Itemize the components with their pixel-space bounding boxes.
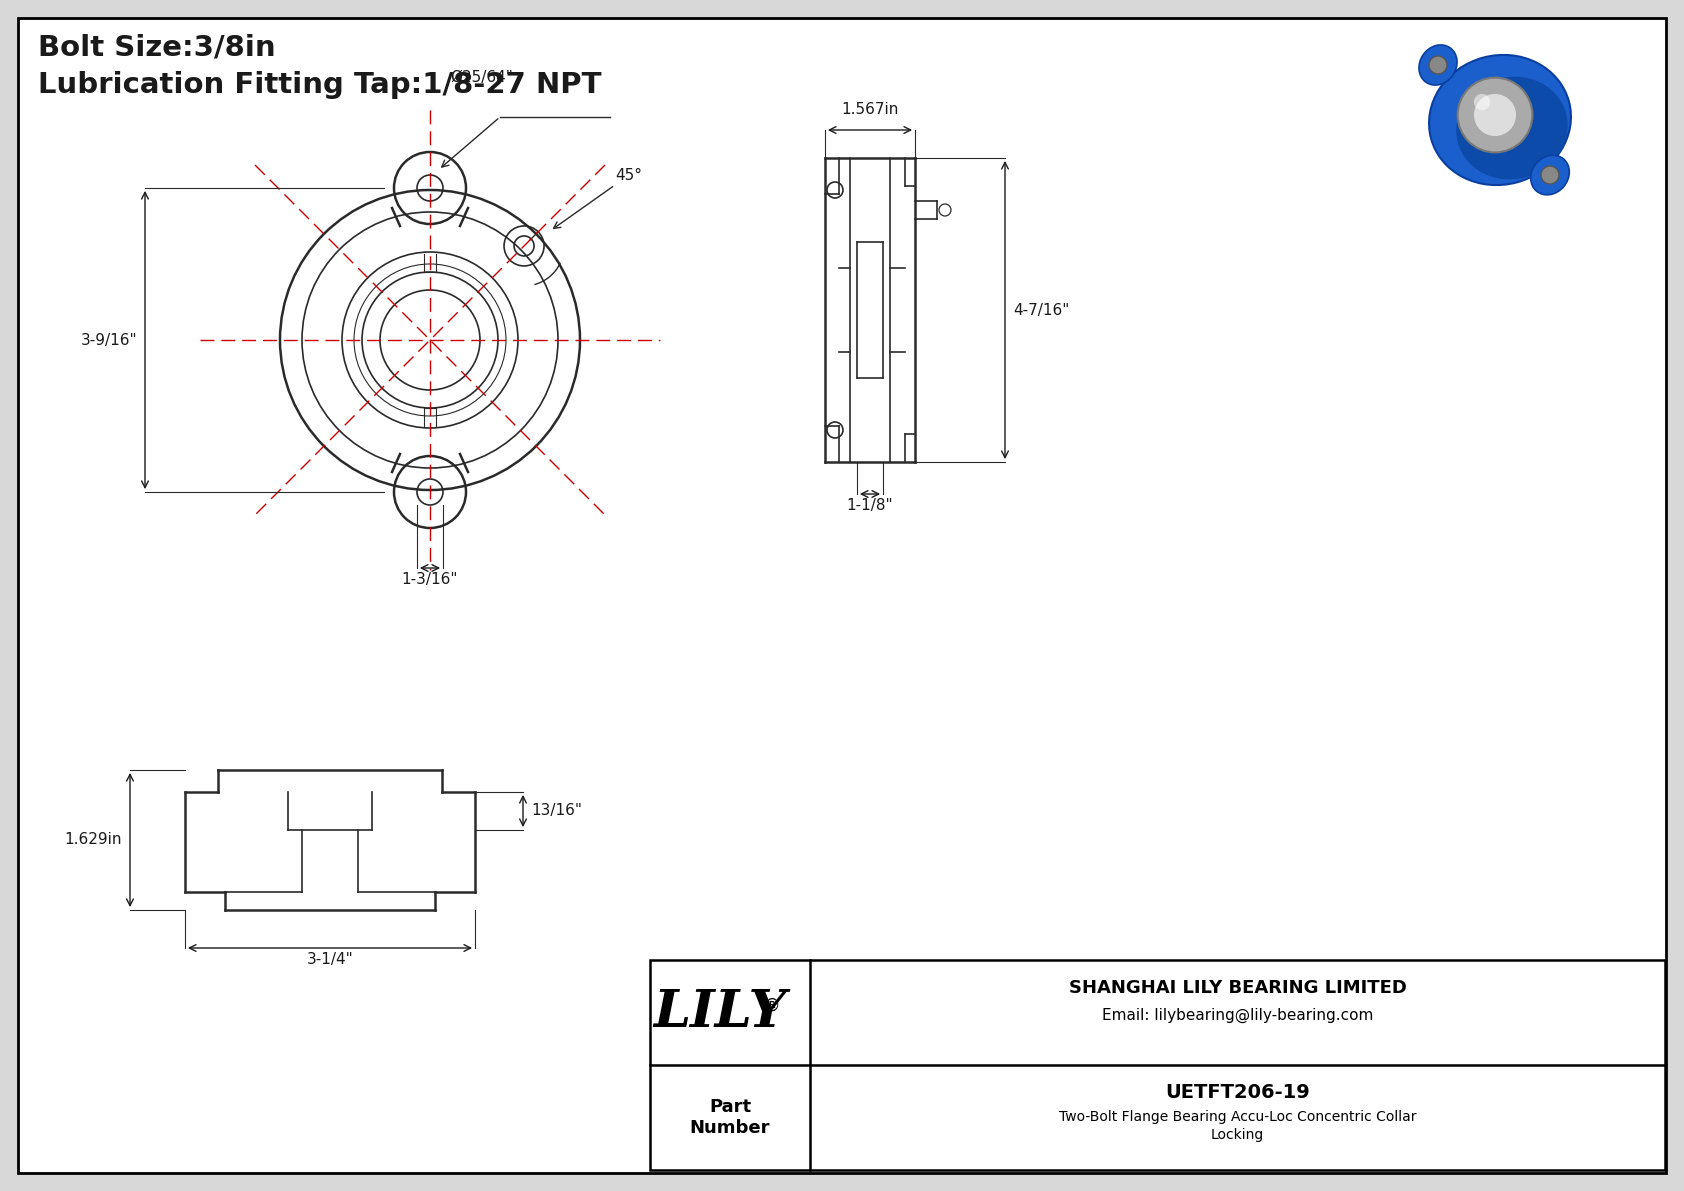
Ellipse shape xyxy=(1420,45,1457,85)
Ellipse shape xyxy=(1430,55,1571,185)
Ellipse shape xyxy=(1457,76,1568,180)
Text: SHANGHAI LILY BEARING LIMITED: SHANGHAI LILY BEARING LIMITED xyxy=(1069,979,1406,997)
Bar xyxy=(650,960,1665,1170)
Text: 1-1/8": 1-1/8" xyxy=(847,498,893,513)
Text: Part
Number: Part Number xyxy=(690,1098,770,1137)
Circle shape xyxy=(1541,166,1559,183)
Text: UETFT206-19: UETFT206-19 xyxy=(1165,1084,1310,1103)
Text: 3-9/16": 3-9/16" xyxy=(81,332,136,348)
Text: Two-Bolt Flange Bearing Accu-Loc Concentric Collar: Two-Bolt Flange Bearing Accu-Loc Concent… xyxy=(1059,1110,1416,1124)
Text: Locking: Locking xyxy=(1211,1128,1265,1142)
Text: Email: lilybearing@lily-bearing.com: Email: lilybearing@lily-bearing.com xyxy=(1101,1008,1372,1023)
Ellipse shape xyxy=(1531,155,1569,195)
Circle shape xyxy=(1458,77,1532,152)
Text: 45°: 45° xyxy=(615,168,642,183)
Text: LILY: LILY xyxy=(653,987,786,1039)
Text: ®: ® xyxy=(765,997,780,1015)
Circle shape xyxy=(1430,56,1447,74)
Text: 13/16": 13/16" xyxy=(530,804,583,818)
Circle shape xyxy=(1474,94,1490,110)
Text: Lubrication Fitting Tap:1/8-27 NPT: Lubrication Fitting Tap:1/8-27 NPT xyxy=(39,71,601,99)
Text: Bolt Size:3/8in: Bolt Size:3/8in xyxy=(39,33,276,61)
Text: 1.567in: 1.567in xyxy=(842,102,899,117)
Text: 1-3/16": 1-3/16" xyxy=(402,572,458,587)
Text: Ø25/64": Ø25/64" xyxy=(450,70,514,85)
Text: 4-7/16": 4-7/16" xyxy=(1014,303,1069,318)
Text: 3-1/4": 3-1/4" xyxy=(306,952,354,967)
Text: 1.629in: 1.629in xyxy=(64,833,121,848)
Circle shape xyxy=(1474,93,1517,137)
